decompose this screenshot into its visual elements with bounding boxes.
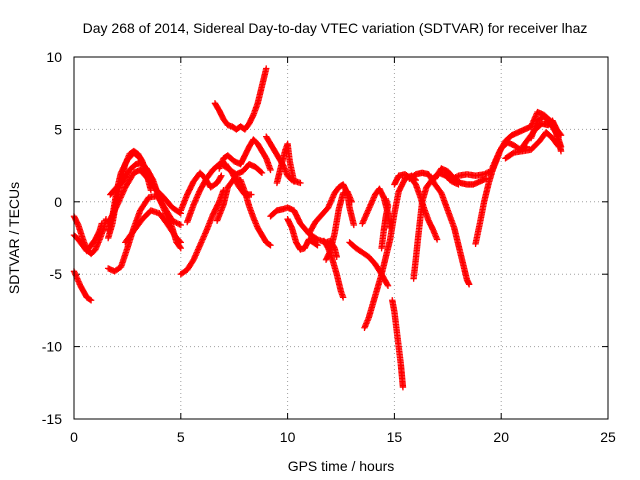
data-point xyxy=(218,172,225,179)
data-point xyxy=(114,200,122,207)
data-point xyxy=(433,236,441,243)
data-point xyxy=(267,166,274,174)
data-point xyxy=(290,178,298,185)
data-point xyxy=(384,281,391,288)
series-track-22 xyxy=(305,181,358,237)
data-point xyxy=(348,198,355,205)
data-point xyxy=(267,242,274,249)
series-track-32 xyxy=(410,169,462,282)
data-point xyxy=(480,171,488,178)
tick-labels: 0 5 10 15 20 25 -15 -10 -5 0 5 10 xyxy=(42,49,616,445)
data-point xyxy=(120,188,127,195)
data-point xyxy=(147,187,155,194)
y-tick-label: -5 xyxy=(50,266,63,282)
data-point xyxy=(177,221,184,229)
data-point xyxy=(451,174,458,182)
data-point xyxy=(87,297,95,304)
x-axis-label: GPS time / hours xyxy=(288,458,395,474)
data-point xyxy=(170,218,177,225)
series-track-27 xyxy=(361,172,419,331)
y-axis-label: SDTVAR / TECUs xyxy=(6,182,22,294)
data-point xyxy=(266,241,273,248)
data-point xyxy=(120,187,128,194)
series-track-28 xyxy=(378,195,392,252)
data-point xyxy=(112,204,120,211)
data-point xyxy=(173,219,180,226)
data-point xyxy=(98,220,105,227)
series-track-08 xyxy=(104,166,184,227)
data-point xyxy=(350,221,358,229)
data-point xyxy=(446,176,454,184)
series-track-11 xyxy=(177,169,225,214)
grid xyxy=(74,57,608,419)
data-point xyxy=(174,220,182,227)
chart-title: Day 268 of 2014, Sidereal Day-to-day VTE… xyxy=(83,20,588,36)
data-point xyxy=(453,173,461,180)
y-tick-label: 0 xyxy=(54,194,62,210)
data-point xyxy=(119,189,126,197)
y-tick-label: 10 xyxy=(46,49,62,65)
series-track-03 xyxy=(70,268,95,304)
data-point xyxy=(482,170,489,177)
data-point xyxy=(258,169,266,177)
data-point xyxy=(557,143,565,150)
y-tick-label: 5 xyxy=(54,121,62,137)
data-point xyxy=(248,191,255,198)
series-track-15 xyxy=(213,175,274,249)
x-tick-label: 10 xyxy=(280,429,296,445)
data-point xyxy=(339,294,347,301)
data-point xyxy=(217,173,224,181)
data-point xyxy=(399,383,407,391)
x-tick-label: 5 xyxy=(177,429,185,445)
series-track-39 xyxy=(527,113,565,150)
data-point xyxy=(314,242,321,249)
y-tick-label: -10 xyxy=(42,339,62,355)
data-point xyxy=(114,201,121,208)
data-point xyxy=(117,194,124,201)
data-point xyxy=(86,296,94,303)
data-point xyxy=(333,253,340,261)
data-point xyxy=(257,168,265,176)
data-point xyxy=(116,197,123,204)
data-point xyxy=(176,221,183,228)
data-point xyxy=(313,241,320,248)
data-point xyxy=(263,65,270,72)
series-track-29 xyxy=(389,297,407,391)
data-point xyxy=(382,195,390,203)
data-point xyxy=(448,176,455,183)
series-track-17 xyxy=(220,160,266,178)
data-point xyxy=(452,173,459,181)
x-tick-label: 15 xyxy=(387,429,403,445)
series-track-23 xyxy=(322,188,355,263)
x-tick-label: 20 xyxy=(493,429,509,445)
series-track-24 xyxy=(320,237,347,301)
y-tick-label: -15 xyxy=(42,411,62,427)
x-tick-label: 0 xyxy=(70,429,78,445)
data-point xyxy=(177,244,184,252)
data-point xyxy=(113,202,120,210)
data-point xyxy=(115,198,122,205)
data-point xyxy=(116,195,124,203)
data-point xyxy=(384,282,392,289)
data-points xyxy=(70,65,565,391)
series-track-21 xyxy=(284,215,321,253)
data-point xyxy=(176,243,184,251)
axis-ticks xyxy=(73,56,609,420)
plot-frame xyxy=(73,56,609,420)
series-track-02 xyxy=(70,220,105,255)
data-point xyxy=(465,281,473,288)
series-track-14 xyxy=(211,65,270,133)
data-point xyxy=(118,191,126,198)
series-track-33 xyxy=(431,165,490,188)
series-track-19 xyxy=(273,140,298,187)
series-track-10 xyxy=(143,165,184,252)
data-point xyxy=(449,175,456,182)
x-tick-label: 25 xyxy=(600,429,616,445)
data-point xyxy=(171,218,179,226)
series-track-16 xyxy=(216,136,274,174)
series-track-12 xyxy=(177,187,227,278)
data-point xyxy=(297,179,304,187)
data-point xyxy=(118,192,125,200)
